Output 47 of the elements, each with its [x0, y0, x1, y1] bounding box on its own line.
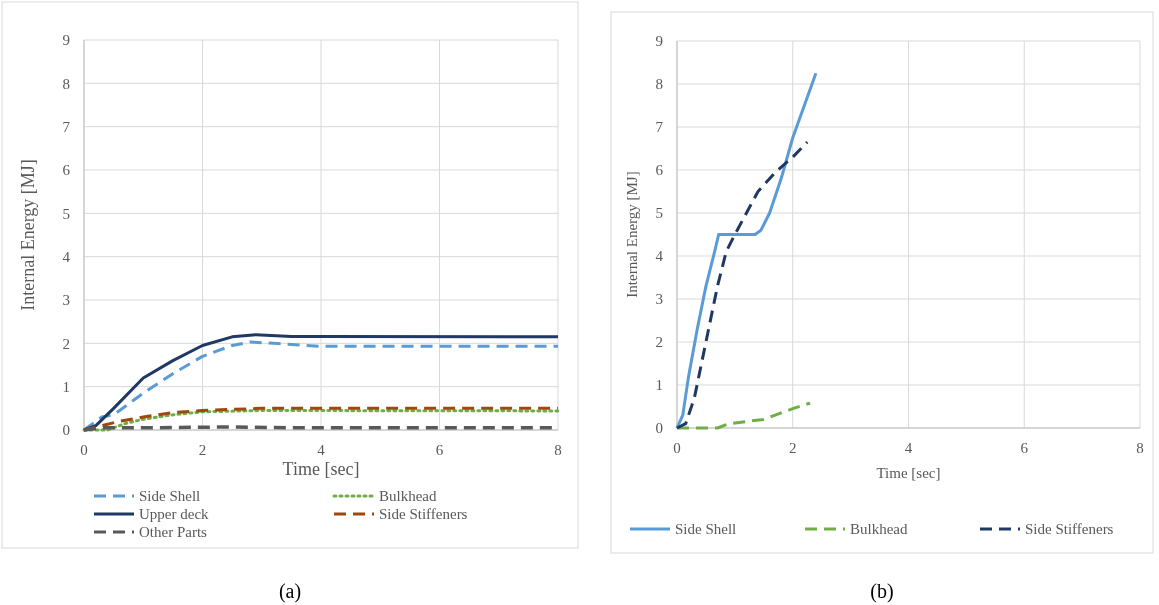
y-tick-label: 5 [62, 205, 70, 222]
legend-label: Side Stiffeners [379, 506, 468, 523]
y-tick-label: 1 [655, 377, 663, 394]
y-tick-label: 2 [62, 335, 70, 352]
x-tick-label: 4 [904, 440, 913, 457]
legend-label: Side Shell [139, 488, 201, 505]
x-tick-label: 0 [80, 442, 88, 459]
y-tick-label: 4 [655, 248, 664, 265]
y-axis-title: Internal Energy [MJ] [624, 171, 640, 298]
y-tick-label: 4 [62, 248, 71, 265]
x-tick-label: 6 [435, 442, 444, 459]
x-tick-label: 8 [554, 442, 562, 459]
y-tick-label: 2 [655, 334, 663, 351]
y-tick-label: 7 [655, 119, 664, 136]
legend-label: Side Shell [675, 521, 737, 538]
x-tick-label: 2 [198, 442, 207, 459]
y-tick-label: 1 [62, 378, 70, 395]
y-tick-label: 0 [62, 422, 70, 439]
y-tick-label: 3 [62, 292, 70, 309]
y-tick-label: 8 [655, 76, 663, 93]
x-axis-title: Time [sec] [282, 459, 360, 479]
x-tick-label: 4 [317, 442, 326, 459]
y-tick-label: 7 [62, 118, 71, 135]
line-series [675, 140, 809, 430]
y-tick-label: 3 [655, 291, 663, 308]
text: (a) [278, 580, 302, 603]
x-tick-label: 0 [673, 440, 681, 457]
y-tick-label: 9 [62, 32, 70, 49]
x-tick-label: 6 [1020, 440, 1029, 457]
y-tick-label: 8 [62, 75, 70, 92]
x-tick-label: 8 [1136, 440, 1144, 457]
x-axis-title: Time [sec] [876, 465, 941, 481]
legend-label: Side Stiffeners [1025, 521, 1114, 538]
legend-label: Other Parts [139, 524, 208, 541]
y-tick-label: 0 [655, 420, 663, 437]
legend-label: Upper deck [139, 506, 210, 523]
y-tick-label: 6 [62, 162, 71, 179]
y-tick-label: 5 [655, 205, 663, 222]
text: (b) [870, 580, 894, 603]
y-tick-label: 9 [655, 33, 663, 50]
line-series [675, 71, 818, 430]
y-tick-label: 6 [655, 162, 664, 179]
legend-label: Bulkhead [850, 521, 908, 538]
x-tick-label: 2 [789, 440, 797, 457]
y-axis-title: Internal Energy [MJ] [18, 159, 38, 311]
legend-label: Bulkhead [379, 488, 437, 505]
line-series [675, 401, 812, 430]
